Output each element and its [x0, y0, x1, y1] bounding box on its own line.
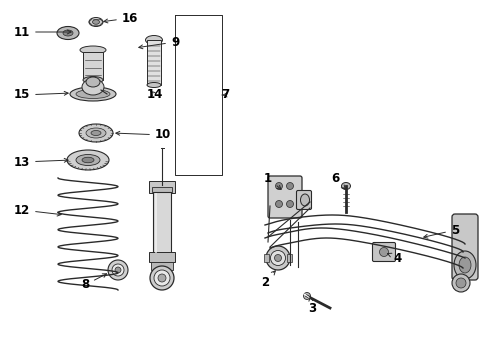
Ellipse shape: [57, 27, 79, 40]
Bar: [152, 187, 172, 192]
Ellipse shape: [67, 150, 109, 170]
Ellipse shape: [270, 251, 285, 266]
Ellipse shape: [80, 46, 106, 54]
Ellipse shape: [286, 183, 293, 189]
Bar: [286, 254, 291, 262]
Ellipse shape: [89, 18, 103, 27]
FancyBboxPatch shape: [267, 176, 302, 218]
Ellipse shape: [453, 251, 475, 279]
Ellipse shape: [79, 124, 113, 142]
Text: 15: 15: [14, 89, 68, 102]
Bar: [264, 254, 268, 262]
Ellipse shape: [82, 157, 94, 163]
Ellipse shape: [275, 201, 282, 207]
Text: 11: 11: [14, 26, 71, 39]
Ellipse shape: [154, 270, 170, 286]
Ellipse shape: [83, 77, 103, 84]
Text: 16: 16: [103, 12, 138, 24]
Ellipse shape: [115, 267, 121, 273]
Ellipse shape: [455, 278, 465, 288]
Text: 1: 1: [264, 171, 281, 189]
Ellipse shape: [91, 130, 101, 135]
Ellipse shape: [86, 77, 100, 87]
Bar: [149, 181, 175, 193]
Bar: [149, 252, 175, 262]
Ellipse shape: [379, 248, 387, 256]
Ellipse shape: [76, 154, 100, 166]
Text: 12: 12: [14, 203, 61, 216]
Text: 14: 14: [146, 89, 163, 102]
Ellipse shape: [86, 128, 106, 138]
Text: 5: 5: [423, 224, 458, 238]
Text: 8: 8: [81, 274, 106, 292]
Text: 13: 13: [14, 156, 68, 168]
Ellipse shape: [451, 274, 469, 292]
Text: 3: 3: [307, 297, 315, 315]
Bar: [147, 40, 161, 85]
Ellipse shape: [265, 246, 289, 270]
Ellipse shape: [275, 183, 282, 189]
FancyBboxPatch shape: [451, 214, 477, 280]
Ellipse shape: [341, 183, 350, 189]
Ellipse shape: [303, 292, 310, 300]
Ellipse shape: [76, 90, 110, 99]
Text: 9: 9: [139, 36, 179, 49]
Text: 7: 7: [221, 89, 228, 102]
Ellipse shape: [112, 264, 124, 276]
Ellipse shape: [300, 194, 309, 206]
Text: 10: 10: [116, 129, 171, 141]
Ellipse shape: [92, 20, 99, 24]
Ellipse shape: [63, 30, 73, 36]
Ellipse shape: [286, 201, 293, 207]
Text: 2: 2: [261, 271, 275, 288]
Ellipse shape: [147, 82, 161, 87]
Text: 6: 6: [330, 171, 345, 189]
Ellipse shape: [70, 87, 116, 101]
Ellipse shape: [82, 79, 104, 95]
FancyBboxPatch shape: [372, 243, 395, 261]
Ellipse shape: [150, 266, 174, 290]
Text: 4: 4: [387, 252, 401, 265]
Bar: [151, 262, 173, 270]
Ellipse shape: [145, 36, 162, 45]
Ellipse shape: [274, 255, 281, 261]
Ellipse shape: [108, 260, 128, 280]
Ellipse shape: [158, 274, 165, 282]
FancyBboxPatch shape: [296, 190, 311, 210]
Bar: [83, 52, 103, 80]
Ellipse shape: [458, 257, 470, 273]
Bar: [153, 192, 171, 260]
